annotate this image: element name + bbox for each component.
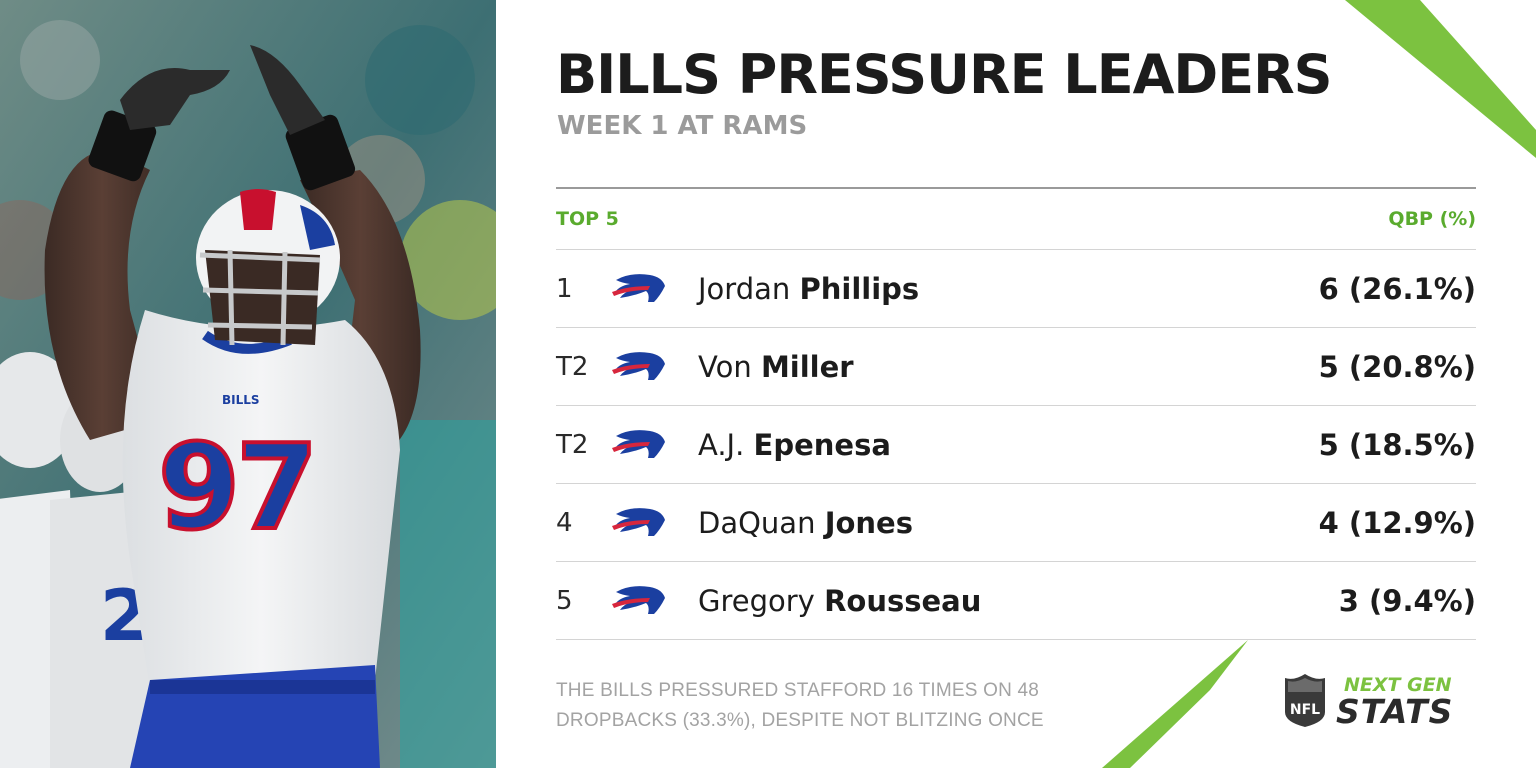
bills-logo-icon [612,352,665,380]
qbp-value: 5 (18.5%) [1318,428,1476,462]
brand-top-text: NEXT GEN [1344,674,1452,696]
table-row: 1 Jordan Phillips 6 (26.1%) [556,250,1476,328]
table-row: T2 A.J. Epenesa 5 (18.5%) [556,406,1476,484]
last-name: Phillips [799,272,920,306]
first-name: Jordan [698,272,791,306]
page-title: BILLS PRESSURE LEADERS [556,43,1333,106]
row-divider [556,639,1476,640]
player-name: Jordan Phillips [698,270,919,308]
nfl-shield-text: NFL [1290,702,1320,718]
jersey-number: 97 [158,418,314,556]
page-subtitle: WEEK 1 AT RAMS [557,111,808,141]
rank: 1 [556,274,573,304]
rank: T2 [556,352,589,382]
footnote-line: THE BILLS PRESSURED STAFFORD 16 TIMES ON… [556,680,1040,701]
nfl-shield-icon: NFL [1285,674,1325,727]
column-header-top5: TOP 5 [556,208,619,230]
bills-logo-icon [612,508,665,536]
rank: 5 [556,586,573,616]
player-name: A.J. Epenesa [698,426,891,464]
first-name: DaQuan [698,506,816,540]
first-name: Von [698,350,752,384]
player-name: Von Miller [698,348,854,386]
row-divider [556,405,1476,406]
last-name: Miller [760,350,854,384]
footnote-line: DROPBACKS (33.3%), DESPITE NOT BLITZING … [556,710,1044,731]
header-divider [556,187,1476,189]
last-name: Rousseau [824,584,982,618]
rank: 4 [556,508,573,538]
row-divider [556,249,1476,250]
qbp-value: 4 (12.9%) [1318,506,1476,540]
next-gen-stats-brand: NFL NEXT GEN STATS [1282,672,1482,732]
table-row: T2 Von Miller 5 (20.8%) [556,328,1476,406]
column-header-qbp: QBP (%) [1388,208,1476,230]
first-name: A.J. [698,428,745,462]
qbp-value: 3 (9.4%) [1338,584,1476,618]
rank: T2 [556,430,589,460]
player-photo: 2 BILLS 97 [0,0,496,768]
footnote: THE BILLS PRESSURED STAFFORD 16 TIMES ON… [556,676,1044,736]
bills-logo-icon [612,274,665,302]
player-name: DaQuan Jones [698,504,913,542]
row-divider [556,327,1476,328]
bills-logo-icon [612,430,665,458]
table-row: 5 Gregory Rousseau 3 (9.4%) [556,562,1476,640]
first-name: Gregory [698,584,815,618]
bills-logo-icon [612,586,665,614]
row-divider [556,561,1476,562]
last-name: Epenesa [753,428,891,462]
brand-bottom-text: STATS [1336,692,1454,731]
jersey-text: BILLS [222,393,260,407]
table-row: 4 DaQuan Jones 4 (12.9%) [556,484,1476,562]
row-divider [556,483,1476,484]
player-name: Gregory Rousseau [698,582,981,620]
qbp-value: 5 (20.8%) [1318,350,1476,384]
last-name: Jones [824,506,913,540]
qbp-value: 6 (26.1%) [1318,272,1476,306]
